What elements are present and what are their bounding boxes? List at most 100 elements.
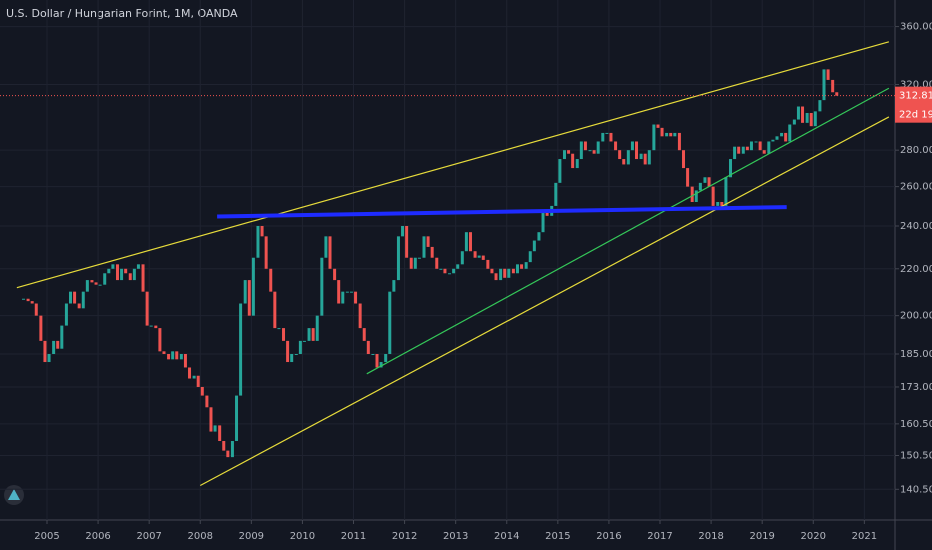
trend-line xyxy=(16,41,890,289)
candle xyxy=(337,280,341,304)
candle xyxy=(835,92,839,96)
candle xyxy=(698,182,702,191)
candle xyxy=(520,264,524,269)
candle xyxy=(660,127,664,137)
logo[interactable] xyxy=(4,485,24,505)
candle xyxy=(682,150,686,169)
x-tick-label: 2008 xyxy=(188,531,213,542)
candle xyxy=(128,273,132,281)
candle xyxy=(477,255,481,258)
trend-line xyxy=(199,116,890,487)
candle xyxy=(209,407,213,432)
grid xyxy=(0,0,895,520)
candle xyxy=(230,441,234,458)
candle xyxy=(251,257,255,316)
candle xyxy=(656,124,660,128)
candle xyxy=(486,259,490,269)
candle xyxy=(260,225,264,237)
candle xyxy=(724,177,728,206)
candle xyxy=(652,124,656,151)
candle xyxy=(358,303,362,329)
candle xyxy=(771,139,775,142)
y-tick-label: 280.000 xyxy=(900,145,932,156)
candle xyxy=(796,106,800,120)
candle xyxy=(456,264,460,269)
candle xyxy=(111,264,115,269)
x-tick-label: 2019 xyxy=(749,531,774,542)
x-tick-label: 2012 xyxy=(392,531,417,542)
x-tick-label: 2009 xyxy=(239,531,264,542)
candle xyxy=(528,251,532,263)
candle xyxy=(703,177,707,183)
candle xyxy=(273,291,277,329)
candle xyxy=(686,168,690,187)
candle xyxy=(120,268,124,281)
candle xyxy=(614,141,618,151)
candle xyxy=(205,395,209,408)
candle xyxy=(673,132,677,137)
candle xyxy=(754,141,758,143)
candle xyxy=(417,257,421,259)
candle xyxy=(571,153,575,169)
candle xyxy=(328,236,332,269)
candle xyxy=(256,225,260,258)
candle xyxy=(226,450,230,458)
candle xyxy=(68,291,72,304)
candle xyxy=(77,303,81,309)
candle xyxy=(43,340,47,363)
candle xyxy=(307,328,311,341)
candle xyxy=(196,375,200,387)
candle xyxy=(85,280,89,292)
candle xyxy=(34,303,38,316)
candle xyxy=(583,141,587,151)
candle xyxy=(780,132,784,137)
candle xyxy=(801,106,805,123)
candle xyxy=(324,236,328,258)
x-tick-label: 2007 xyxy=(136,531,161,542)
candle xyxy=(494,273,498,281)
candle xyxy=(26,298,30,302)
candle xyxy=(439,268,443,270)
candle xyxy=(741,146,745,154)
y-tick-label: 140.500 xyxy=(900,484,932,495)
candle xyxy=(490,268,494,274)
candle xyxy=(413,257,417,269)
candle xyxy=(239,303,243,396)
candle xyxy=(56,340,60,349)
x-tick-label: 2013 xyxy=(443,531,468,542)
trend-line xyxy=(217,205,787,219)
candle xyxy=(826,69,830,80)
candle xyxy=(213,425,217,432)
candle xyxy=(515,264,519,274)
candle xyxy=(788,124,792,142)
candle xyxy=(775,136,779,140)
candle xyxy=(333,268,337,281)
candle xyxy=(745,146,749,151)
candle xyxy=(354,291,358,304)
candle xyxy=(81,291,85,309)
candle xyxy=(422,236,426,258)
candle xyxy=(567,150,571,154)
candle xyxy=(690,186,694,202)
candle xyxy=(592,150,596,154)
candle xyxy=(558,159,562,183)
candle xyxy=(218,425,222,442)
candle xyxy=(141,264,145,292)
candle xyxy=(94,282,98,285)
candle xyxy=(396,236,400,281)
candle xyxy=(575,159,579,169)
candle xyxy=(499,268,503,281)
candle xyxy=(635,141,639,160)
candle xyxy=(371,353,375,355)
candle xyxy=(588,150,592,152)
candle xyxy=(282,328,286,341)
candle xyxy=(98,284,102,286)
candle xyxy=(647,150,651,165)
x-tick-label: 2020 xyxy=(801,531,826,542)
candle xyxy=(762,150,766,154)
candle xyxy=(460,251,464,265)
candle xyxy=(409,257,413,269)
x-tick-label: 2021 xyxy=(852,531,877,542)
